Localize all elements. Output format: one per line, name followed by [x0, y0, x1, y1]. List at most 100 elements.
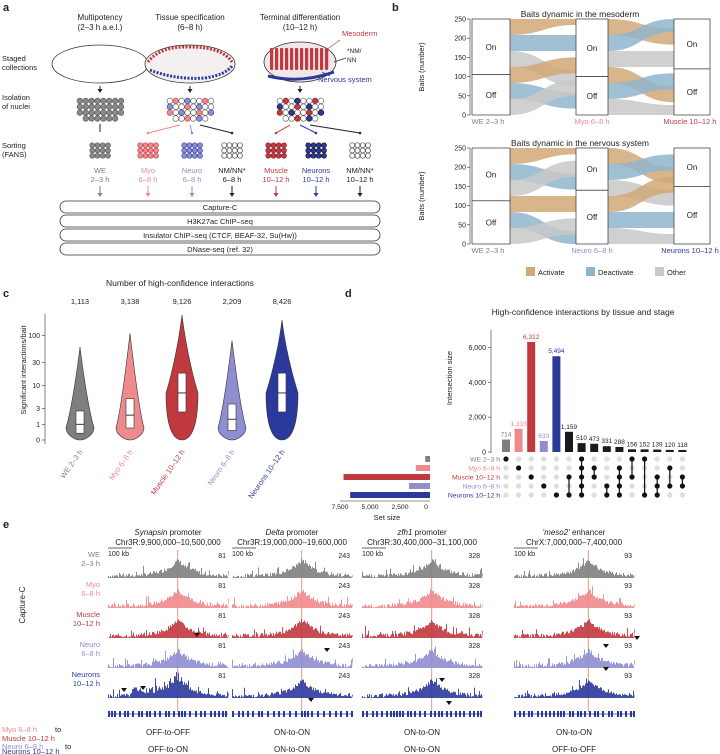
nucleus: [276, 103, 283, 110]
sorted-sublabel: 10–12 h: [302, 175, 329, 184]
gene-exon: [127, 711, 129, 717]
sankey-off-label: Off: [587, 213, 598, 222]
nucleus: [349, 152, 356, 159]
nucleus: [305, 147, 312, 154]
gene-exon: [572, 711, 574, 717]
arrow-to-assay-3-head: [229, 193, 235, 197]
nucleus: [147, 147, 154, 154]
upset-bar-label: 118: [677, 442, 688, 449]
sort-arrow-head-2: [190, 131, 194, 135]
track-max: 93: [624, 613, 632, 620]
upset-dot: [516, 492, 522, 498]
sankey-flow: [608, 19, 674, 51]
upset-dot: [541, 492, 547, 498]
gene-exon: [351, 711, 353, 717]
track-label: Neuro: [80, 640, 100, 649]
embryo-10h-muscle-segment: [295, 48, 299, 70]
violin-box: [125, 398, 135, 429]
sankey-ytick: 200: [454, 36, 466, 43]
violin-box: [227, 403, 237, 431]
nucleus: [196, 115, 203, 122]
track-max: 328: [468, 553, 480, 560]
upset-dot: [553, 465, 560, 471]
embryo-10h-nervous: [267, 70, 335, 81]
upset-dot: [629, 492, 635, 498]
nucleus: [172, 115, 179, 122]
gene-exon: [307, 711, 309, 717]
upset-bar: [565, 431, 573, 452]
row-label-1b: collections: [2, 63, 37, 72]
upset-dot: [591, 492, 597, 498]
embryo-10h-muscle-segment: [320, 48, 324, 70]
gene-exon: [473, 711, 475, 717]
sankey-on-label: On: [687, 163, 698, 172]
nucleus: [88, 97, 95, 104]
sankey-node-on: [575, 18, 609, 77]
sankey-ytick: 0: [462, 242, 466, 249]
legend-swatch: [526, 267, 535, 276]
gene-exon: [261, 711, 263, 717]
upset-bar: [628, 449, 636, 452]
gene-exon: [267, 711, 269, 717]
nucleus: [166, 97, 173, 104]
coverage-track: [362, 589, 483, 608]
nucleus: [196, 109, 203, 116]
nucleus: [88, 103, 95, 110]
upset-dot: [629, 483, 635, 489]
gene-exon: [278, 711, 280, 717]
nucleus: [181, 142, 188, 149]
sankey-on-label: On: [486, 43, 497, 52]
nucleus: [321, 147, 327, 154]
sankey-flow: [510, 79, 576, 115]
coverage-track: [514, 558, 635, 578]
locus-title: Synapsin promoter: [134, 528, 201, 537]
nucleus: [276, 97, 283, 104]
gene-exon: [189, 711, 191, 717]
sorted-sublabel: 2–3 h: [91, 175, 110, 184]
nucleus: [265, 142, 272, 149]
coverage-track: [514, 648, 635, 668]
coverage-track: [232, 649, 353, 668]
nucleus: [142, 147, 149, 154]
arrow-to-assay-4-head: [273, 193, 279, 197]
nucleus: [221, 147, 228, 154]
mesoderm-label: Mesoderm: [342, 29, 377, 38]
gene-exon: [366, 711, 368, 717]
gene-exon: [214, 711, 216, 717]
sankey-on-label: On: [587, 44, 598, 53]
nucleus: [354, 142, 361, 149]
gene-exon: [608, 711, 610, 717]
upset-dot: [667, 492, 673, 498]
assay-label: Capture-C: [203, 203, 238, 212]
nucleus: [237, 147, 243, 154]
annotation-arrowhead: [634, 636, 640, 640]
upset-ytick: 4,000: [468, 380, 486, 387]
nucleus: [190, 115, 197, 122]
nucleus: [282, 115, 289, 122]
track-label: WE: [88, 550, 100, 559]
upset-set-bar: [350, 492, 430, 498]
nucleus: [172, 109, 179, 116]
coverage-track: [362, 620, 483, 638]
nucleus: [354, 147, 361, 154]
violin-count: 8,426: [273, 297, 292, 306]
violin-ytick: 0: [36, 438, 40, 445]
gene-exon: [195, 711, 197, 717]
locus-coord: Chr3R:19,000,000–19,600,000: [237, 538, 347, 547]
nucleus: [76, 109, 83, 116]
sankey-stage-label: WE 2–3 h: [472, 117, 505, 126]
upset-dot: [541, 456, 547, 462]
upset-bar-label: 139: [652, 442, 663, 449]
gene-exon: [589, 711, 591, 717]
coverage-track: [108, 619, 229, 638]
nucleus: [306, 115, 313, 122]
gene-exon: [149, 711, 151, 717]
scale-label: 100 kb: [108, 551, 129, 558]
nucleus: [137, 142, 144, 149]
sort-arrow-head-6: [358, 131, 362, 135]
nucleus: [276, 109, 283, 116]
gene-exon: [178, 711, 180, 717]
sorted-cluster-1: [137, 142, 159, 159]
track-max: 328: [468, 613, 480, 620]
nucleus: [166, 103, 173, 110]
